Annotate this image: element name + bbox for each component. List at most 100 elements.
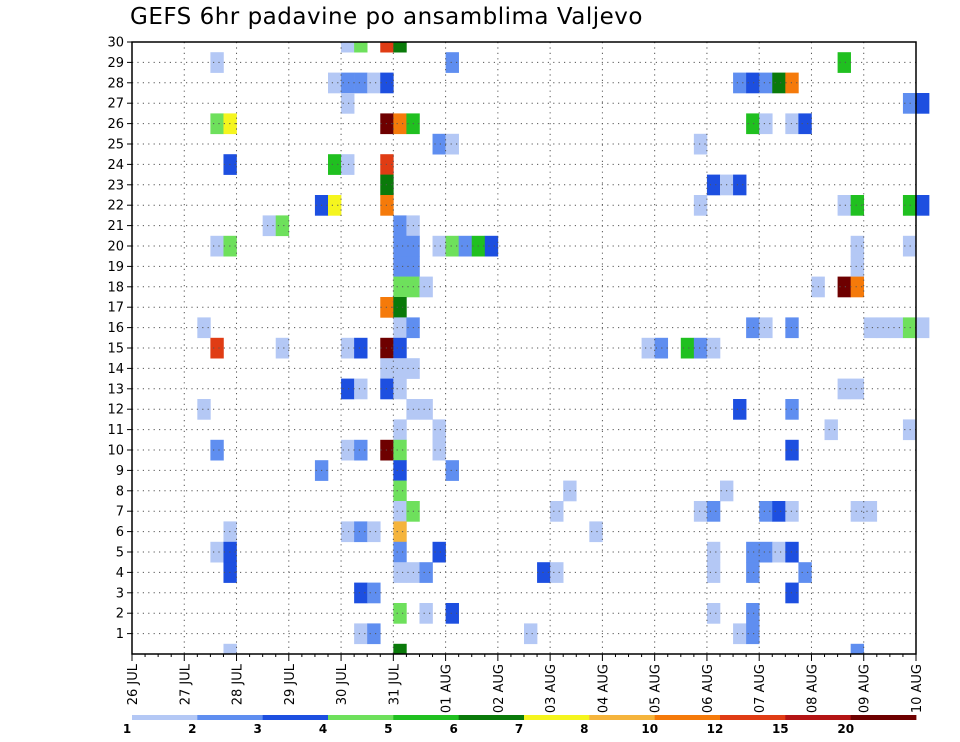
x-tick-label: 30 JUL xyxy=(335,663,350,705)
y-tick-label: 15 xyxy=(107,342,124,357)
colorbar-label: 4 xyxy=(319,722,327,736)
heatmap-cell xyxy=(746,317,760,339)
heatmap-cell xyxy=(706,174,721,196)
heatmap-cell xyxy=(367,72,381,94)
heatmap-cell xyxy=(680,337,695,359)
y-tick-label: 2 xyxy=(116,607,124,622)
heatmap-cell xyxy=(733,399,747,420)
colorbar-label: 10 xyxy=(641,722,658,736)
chart-title: GEFS 6hr padavine po ansamblima Valjevo xyxy=(130,4,643,30)
heatmap-cell xyxy=(341,439,355,461)
heatmap-cell xyxy=(850,256,865,277)
heatmap-cell xyxy=(445,603,459,624)
colorbar-label: 8 xyxy=(580,722,588,736)
heatmap-cell xyxy=(863,317,878,339)
heatmap-cell xyxy=(341,154,355,175)
heatmap-cell xyxy=(733,623,747,645)
heatmap-cell xyxy=(785,541,799,563)
heatmap-cell xyxy=(746,541,760,563)
x-tick-label: 08 AUG xyxy=(805,664,820,713)
y-tick-label: 16 xyxy=(107,321,124,336)
heatmap-cell xyxy=(445,52,459,73)
x-tick-label: 07 AUG xyxy=(753,664,768,713)
x-tick-label: 27 JUL xyxy=(178,663,193,705)
colorbar-label: 2 xyxy=(188,722,196,736)
x-tick-label: 09 AUG xyxy=(858,664,873,713)
heatmap-cell xyxy=(341,72,355,94)
heatmap-cell xyxy=(328,195,342,216)
x-tick-label: 04 AUG xyxy=(596,664,611,713)
heatmap-cell xyxy=(759,317,773,339)
colorbar-label: 1 xyxy=(123,722,131,736)
heatmap-cell xyxy=(837,195,851,216)
colorbar-swatch xyxy=(524,715,590,720)
heatmap-cell xyxy=(863,501,878,522)
heatmap-cell xyxy=(693,501,708,522)
heatmap-cell xyxy=(759,113,773,135)
heatmap-cell xyxy=(693,195,708,216)
y-tick-label: 11 xyxy=(107,423,124,438)
heatmap-cell xyxy=(785,501,799,522)
heatmap-cell xyxy=(354,378,368,400)
y-tick-label: 24 xyxy=(107,158,124,173)
y-tick-label: 27 xyxy=(107,97,124,112)
heatmap-cell xyxy=(419,562,433,583)
heatmap-cell xyxy=(916,317,930,339)
heatmap-cell xyxy=(341,521,355,543)
heatmap-cell xyxy=(733,174,747,196)
heatmap-cell xyxy=(393,603,407,624)
x-tick-labels: 26 JUL 27 JUL 28 JUL 29 JUL 30 JUL 31 JUL 01 A… xyxy=(126,663,925,713)
ticks-layer xyxy=(127,41,917,661)
heatmap-cell xyxy=(746,72,760,94)
heatmap-cell xyxy=(850,501,865,522)
heatmap-cell xyxy=(837,52,851,73)
heatmap-cell xyxy=(223,643,237,655)
x-tick-label: 05 AUG xyxy=(649,664,664,713)
y-tick-label: 10 xyxy=(107,444,124,459)
heatmap-cell xyxy=(354,42,368,53)
y-tick-label: 3 xyxy=(116,586,124,601)
heatmap-cell xyxy=(785,72,799,94)
y-tick-label: 19 xyxy=(107,260,124,275)
y-tick-label: 8 xyxy=(116,484,124,499)
heatmap-cell xyxy=(445,133,459,155)
heatmap-cell xyxy=(706,501,721,522)
heatmap-cell xyxy=(197,317,211,339)
y-tick-label: 4 xyxy=(116,566,124,581)
y-tick-label: 9 xyxy=(116,464,124,479)
heatmap-cell xyxy=(432,133,446,155)
heatmap-cell xyxy=(641,337,655,359)
heatmap-cell xyxy=(393,113,407,135)
y-tick-labels: 1234567891011121314151617181920212223242… xyxy=(107,36,124,643)
heatmap-cell xyxy=(393,480,407,502)
heatmap-cell xyxy=(354,439,368,461)
grid-layer xyxy=(132,42,916,654)
heatmap-cell xyxy=(837,276,851,298)
plot-frame xyxy=(131,41,917,655)
heatmap-cell xyxy=(432,419,446,441)
y-tick-label: 5 xyxy=(116,546,124,561)
heatmap-cell xyxy=(432,439,446,461)
heatmap-cell xyxy=(341,42,355,53)
x-tick-label: 29 JUL xyxy=(283,663,298,705)
y-tick-label: 7 xyxy=(116,505,124,520)
heatmap-cell xyxy=(850,378,865,400)
heatmap-cell xyxy=(197,399,211,420)
heatmap-cell xyxy=(785,317,799,339)
y-tick-label: 14 xyxy=(107,362,124,377)
y-tick-label: 13 xyxy=(107,382,124,397)
colorbar-label: 6 xyxy=(450,722,458,736)
heatmap-cell xyxy=(393,317,407,339)
heatmap-cell xyxy=(746,603,760,624)
heatmap-cell xyxy=(367,582,381,604)
colorbar-label: 7 xyxy=(515,722,523,736)
heatmap-cell xyxy=(850,195,865,216)
heatmap-cell xyxy=(759,501,773,522)
heatmap-cell xyxy=(210,235,224,257)
heatmap-cell xyxy=(275,215,290,237)
heatmap-cell xyxy=(772,72,786,94)
heatmap-cell xyxy=(393,337,407,359)
y-tick-label: 20 xyxy=(107,240,124,255)
heatmap-cell xyxy=(759,541,773,563)
